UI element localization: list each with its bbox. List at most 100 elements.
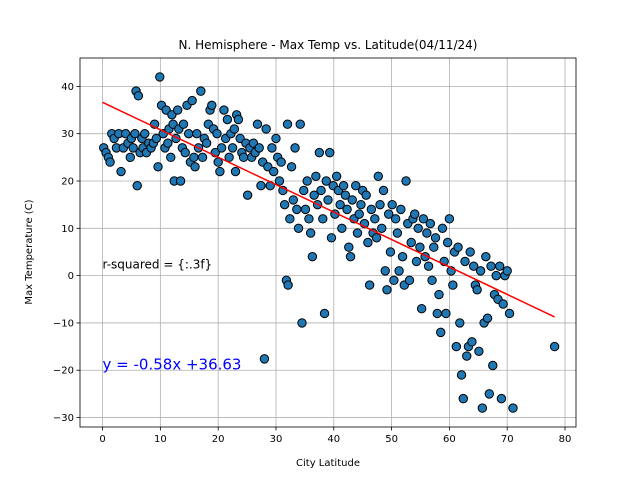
x-tick-label-7: 70 [501,434,514,445]
data-point-139 [340,190,351,200]
y-tick-label-6: 30 [61,129,74,140]
data-point-96 [267,143,277,153]
data-point-126 [318,214,328,224]
data-point-137 [337,223,347,234]
data-point-131 [326,233,337,243]
data-point-181 [413,223,423,234]
data-point-145 [351,181,361,191]
data-point-206 [456,370,467,380]
x-tick-label-8: 80 [559,434,572,445]
data-point-76 [230,166,241,177]
data-point-147 [354,209,364,219]
data-point-191 [430,233,441,243]
data-point-30 [155,72,165,82]
data-point-14 [128,143,138,153]
data-point-187 [423,261,434,271]
data-point-199 [444,214,455,224]
data-point-134 [331,171,342,181]
data-point-107 [285,214,295,224]
data-point-44 [175,176,186,186]
data-point-160 [377,223,387,234]
data-point-233 [504,308,515,319]
data-point-158 [373,171,383,181]
data-point-89 [254,143,264,153]
data-point-74 [227,143,238,153]
data-point-207 [458,393,468,404]
data-point-8 [116,166,126,177]
data-point-65 [212,128,222,139]
data-point-101 [276,157,286,167]
data-point-198 [442,237,453,248]
data-point-122 [311,171,321,181]
data-point-223 [486,261,496,271]
x-tick-label-1: 10 [154,434,167,445]
data-point-88 [252,119,263,129]
plot-frame [79,57,577,428]
x-tick-label-3: 30 [270,434,283,445]
data-point-229 [496,393,507,404]
y-tick-label-0: −30 [53,413,74,424]
data-point-53 [190,162,200,172]
data-point-35 [163,138,173,148]
data-point-3 [105,157,115,167]
data-point-203 [451,341,462,352]
y-axis-label: Max Temperature (C) [24,199,35,304]
r-squared-annotation: r-squared = {:.3f} [103,258,213,272]
data-point-192 [432,308,442,319]
y-tick-label-2: −10 [53,318,74,329]
y-tick-label-1: −20 [53,366,74,377]
data-point-108 [286,162,297,172]
data-point-208 [460,256,470,267]
data-point-127 [319,308,330,319]
data-point-218 [477,403,488,413]
data-point-224 [488,360,498,371]
data-point-141 [344,242,354,252]
data-point-113 [295,119,305,129]
data-point-143 [347,195,357,205]
data-point-230 [498,299,508,309]
x-tick-label-6: 60 [443,434,456,445]
data-point-213 [468,261,479,271]
data-point-204 [453,242,463,252]
chart-title: N. Hemisphere - Max Temp vs. Latitude(04… [179,38,478,52]
y-tick-label-7: 40 [61,82,74,93]
data-point-118 [304,214,314,224]
data-point-212 [467,337,477,347]
data-point-221 [482,313,493,323]
data-point-215 [472,285,482,295]
data-point-67 [215,166,225,177]
data-point-205 [455,318,465,328]
y-tick-label-5: 20 [61,177,74,188]
data-point-129 [323,195,333,205]
data-point-167 [389,275,399,286]
data-point-97 [268,166,279,177]
data-point-109 [288,195,299,205]
data-point-69 [219,105,229,115]
data-point-179 [410,209,420,219]
data-point-161 [378,185,389,196]
data-point-136 [335,199,345,210]
data-point-111 [292,204,302,215]
data-point-228 [494,261,505,271]
data-point-182 [415,242,425,252]
data-point-128 [321,176,331,186]
regression-line [102,101,555,318]
data-point-194 [436,327,446,338]
data-point-209 [462,351,472,361]
data-point-68 [216,143,227,153]
data-point-124 [314,147,325,158]
data-point-59 [201,138,212,148]
data-point-125 [316,185,326,196]
data-point-17 [132,181,142,191]
data-point-138 [338,181,349,191]
data-point-152 [363,237,373,248]
data-point-75 [229,124,240,134]
data-point-83 [242,190,253,200]
data-point-12 [125,152,135,163]
data-point-220 [481,251,491,262]
x-tick-label-4: 40 [327,434,340,445]
data-point-186 [422,228,432,238]
data-point-100 [274,176,285,186]
data-point-92 [259,354,270,364]
